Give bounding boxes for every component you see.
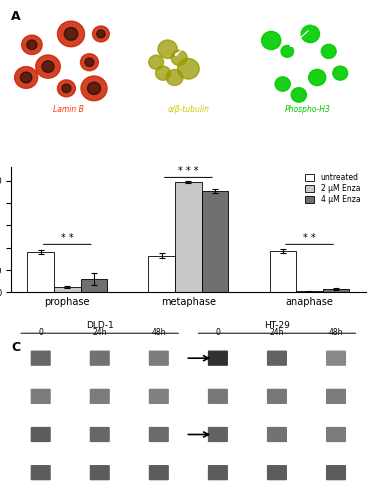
Circle shape <box>27 40 37 50</box>
FancyBboxPatch shape <box>326 350 346 366</box>
Bar <box>27 252 54 292</box>
FancyBboxPatch shape <box>267 465 287 480</box>
Circle shape <box>62 84 71 92</box>
Bar <box>175 182 202 292</box>
Circle shape <box>149 55 164 70</box>
FancyBboxPatch shape <box>149 350 169 366</box>
Circle shape <box>15 66 38 88</box>
FancyBboxPatch shape <box>90 465 110 480</box>
FancyBboxPatch shape <box>267 350 287 366</box>
FancyBboxPatch shape <box>31 388 51 404</box>
Bar <box>54 287 81 292</box>
Text: α/β-tubulin: α/β-tubulin <box>167 106 209 114</box>
Circle shape <box>333 66 348 80</box>
FancyBboxPatch shape <box>208 427 228 442</box>
Circle shape <box>57 80 75 97</box>
Bar <box>323 289 350 292</box>
Circle shape <box>81 54 98 70</box>
Circle shape <box>36 55 60 78</box>
Text: Spindle pole: Spindle pole <box>175 30 222 56</box>
Text: Phospho-H3: Phospho-H3 <box>285 106 331 114</box>
FancyBboxPatch shape <box>208 388 228 404</box>
Circle shape <box>42 61 54 72</box>
FancyBboxPatch shape <box>267 388 287 404</box>
Circle shape <box>275 77 290 91</box>
Circle shape <box>93 26 109 42</box>
Circle shape <box>178 58 199 79</box>
FancyBboxPatch shape <box>267 427 287 442</box>
FancyBboxPatch shape <box>90 388 110 404</box>
Text: 24h: 24h <box>93 328 107 338</box>
Circle shape <box>261 32 281 50</box>
Text: 48h: 48h <box>151 328 166 338</box>
FancyBboxPatch shape <box>149 465 169 480</box>
Circle shape <box>309 70 326 86</box>
Circle shape <box>166 70 183 86</box>
Text: HT-29: HT-29 <box>264 320 290 330</box>
Text: * *: * * <box>303 233 316 243</box>
FancyBboxPatch shape <box>326 465 346 480</box>
Text: 24h: 24h <box>270 328 284 338</box>
Text: * * *: * * * <box>178 166 198 176</box>
Legend: untreated, 2 μM Enza, 4 μM Enza: untreated, 2 μM Enza, 4 μM Enza <box>304 171 362 206</box>
Circle shape <box>281 46 294 58</box>
Bar <box>202 191 228 292</box>
Circle shape <box>97 30 105 38</box>
FancyBboxPatch shape <box>208 465 228 480</box>
Circle shape <box>291 88 307 102</box>
FancyBboxPatch shape <box>208 350 228 366</box>
Text: C: C <box>11 341 20 354</box>
Bar <box>270 251 296 292</box>
Circle shape <box>321 44 336 59</box>
FancyBboxPatch shape <box>90 350 110 366</box>
Circle shape <box>64 28 78 40</box>
FancyBboxPatch shape <box>31 465 51 480</box>
Circle shape <box>301 26 320 42</box>
FancyBboxPatch shape <box>31 427 51 442</box>
FancyBboxPatch shape <box>31 350 51 366</box>
Text: * *: * * <box>61 233 73 243</box>
Circle shape <box>88 82 101 94</box>
Circle shape <box>21 72 32 83</box>
Text: A: A <box>11 10 21 23</box>
Circle shape <box>156 66 170 80</box>
FancyBboxPatch shape <box>90 427 110 442</box>
Text: 0: 0 <box>38 328 43 338</box>
Circle shape <box>22 35 42 54</box>
Text: 0: 0 <box>216 328 220 338</box>
Bar <box>81 279 107 292</box>
Circle shape <box>171 50 187 66</box>
Bar <box>148 256 175 292</box>
FancyBboxPatch shape <box>149 427 169 442</box>
Circle shape <box>57 21 85 46</box>
Text: 48h: 48h <box>329 328 343 338</box>
Circle shape <box>81 76 107 100</box>
Text: DLD-1: DLD-1 <box>86 320 114 330</box>
Bar <box>296 291 323 292</box>
Circle shape <box>85 58 94 66</box>
Text: Lamin B: Lamin B <box>53 106 84 114</box>
FancyBboxPatch shape <box>326 388 346 404</box>
Circle shape <box>158 40 178 58</box>
Text: Metaphase
plate: Metaphase plate <box>290 16 337 46</box>
FancyBboxPatch shape <box>149 388 169 404</box>
FancyBboxPatch shape <box>326 427 346 442</box>
